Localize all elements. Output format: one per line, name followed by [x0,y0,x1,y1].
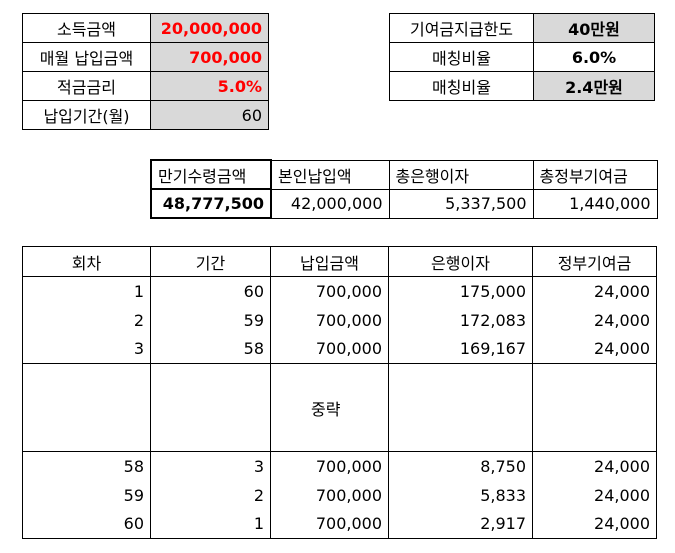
table-row: 2 59 700,000 172,083 24,000 [22,305,657,335]
table-row: 59 2 700,000 5,833 24,000 [22,480,657,510]
cell: 172,083 [388,305,533,335]
cell: 175,000 [388,276,533,306]
cell: 700,000 [270,480,389,510]
cell: 58 [22,451,151,481]
cell [388,363,533,452]
cell: 8,750 [388,451,533,481]
cell: 59 [150,305,271,335]
self-payment-value: 42,000,000 [270,188,390,219]
table-row: 58 3 700,000 8,750 24,000 [22,451,657,481]
cell: 2 [150,480,271,510]
interest-rate-value[interactable]: 5.0% [150,71,269,101]
cell [150,363,271,452]
table-row: 1 60 700,000 175,000 24,000 [22,276,657,306]
gov-contribution-header: 총정부기여금 [532,159,658,190]
round-header: 회차 [22,246,151,277]
table-row: 매칭비율 2.4만원 [389,71,655,101]
monthly-payment-label: 매월 납입금액 [22,42,151,72]
omitted-row: 중략 [22,363,657,452]
contribution-limit-table: 기여금지급한도 40만원 매칭비율 6.0% 매칭비율 2.4만원 [389,13,655,101]
table-row: 소득금액 20,000,000 [22,13,269,43]
maturity-amount-header: 만기수령금액 [150,159,272,190]
table-row: 60 1 700,000 2,917 24,000 [22,509,657,539]
table-row: 납입기간(월) 60 [22,100,269,130]
cell: 2 [22,305,151,335]
table-row: 만기수령금액 본인납입액 총은행이자 총정부기여금 [150,159,658,190]
cell: 24,000 [532,480,657,510]
table-row: 적금금리 5.0% [22,71,269,101]
payment-header: 납입금액 [270,246,389,277]
contribution-limit-label: 기여금지급한도 [389,13,534,43]
contribution-header: 정부기여금 [532,246,657,277]
cell: 58 [150,334,271,364]
gov-contribution-value: 1,440,000 [532,188,658,219]
cell: 59 [22,480,151,510]
cell: 700,000 [270,276,389,306]
matching-ratio-label: 매칭비율 [389,42,534,72]
cell [532,363,657,452]
matching-ratio-value: 6.0% [533,42,655,72]
omitted-label: 중략 [270,363,389,452]
bank-interest-header: 총은행이자 [388,159,534,190]
table-row: 매칭비율 6.0% [389,42,655,72]
bank-interest-value: 5,337,500 [388,188,534,219]
payment-period-label: 납입기간(월) [22,100,151,130]
cell: 169,167 [388,334,533,364]
payment-schedule-table: 회차 기간 납입금액 은행이자 정부기여금 1 60 700,000 175,0… [22,246,657,539]
cell: 24,000 [532,334,657,364]
cell: 24,000 [532,305,657,335]
cell: 3 [150,451,271,481]
cell [22,363,151,452]
period-header: 기간 [150,246,271,277]
table-row: 3 58 700,000 169,167 24,000 [22,334,657,364]
cell: 1 [22,276,151,306]
table-row: 48,777,500 42,000,000 5,337,500 1,440,00… [150,188,658,219]
income-input-table: 소득금액 20,000,000 매월 납입금액 700,000 적금금리 5.0… [22,13,269,130]
matching-amount-label: 매칭비율 [389,71,534,101]
self-payment-header: 본인납입액 [270,159,390,190]
cell: 24,000 [532,451,657,481]
interest-header: 은행이자 [388,246,533,277]
cell: 60 [22,509,151,539]
cell: 700,000 [270,305,389,335]
cell: 1 [150,509,271,539]
cell: 700,000 [270,451,389,481]
cell: 700,000 [270,509,389,539]
cell: 700,000 [270,334,389,364]
maturity-summary-table: 만기수령금액 본인납입액 총은행이자 총정부기여금 48,777,500 42,… [150,159,658,219]
cell: 2,917 [388,509,533,539]
table-header-row: 회차 기간 납입금액 은행이자 정부기여금 [22,246,657,277]
contribution-limit-value: 40만원 [533,13,655,43]
interest-rate-label: 적금금리 [22,71,151,101]
table-row: 매월 납입금액 700,000 [22,42,269,72]
cell: 3 [22,334,151,364]
matching-amount-value: 2.4만원 [533,71,655,101]
payment-period-value[interactable]: 60 [150,100,269,130]
income-label: 소득금액 [22,13,151,43]
cell: 24,000 [532,276,657,306]
cell: 24,000 [532,509,657,539]
table-row: 기여금지급한도 40만원 [389,13,655,43]
cell: 60 [150,276,271,306]
cell: 5,833 [388,480,533,510]
monthly-payment-value[interactable]: 700,000 [150,42,269,72]
income-value[interactable]: 20,000,000 [150,13,269,43]
maturity-amount-value: 48,777,500 [150,188,272,219]
